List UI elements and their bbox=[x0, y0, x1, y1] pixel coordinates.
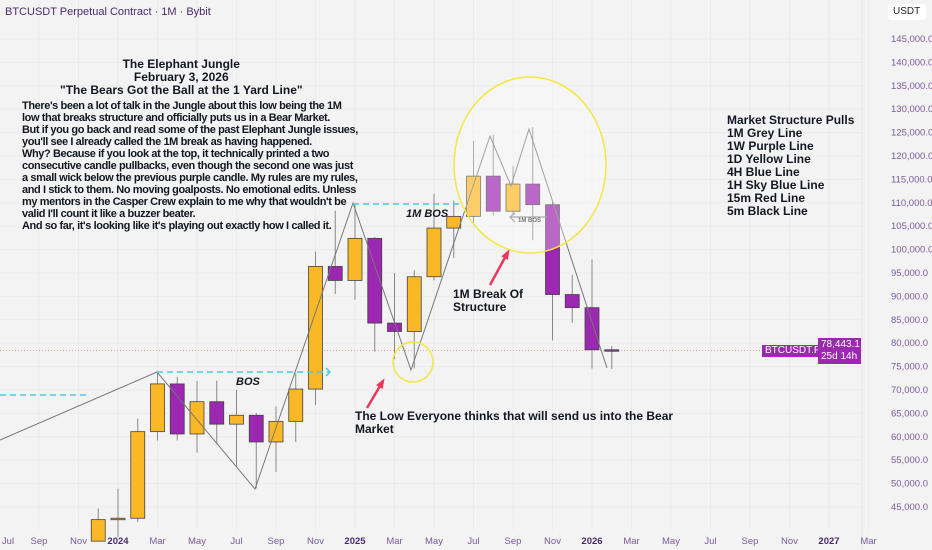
time-tick-label: May bbox=[425, 536, 443, 547]
candle-body bbox=[446, 215, 462, 229]
time-tick-label: Sep bbox=[31, 536, 48, 547]
candle-body bbox=[604, 349, 620, 352]
low-highlight-circle bbox=[392, 341, 434, 383]
candle-body bbox=[584, 307, 600, 351]
time-tick-label: Mar bbox=[623, 536, 639, 547]
price-tick-label: 110,000.0 bbox=[891, 198, 932, 209]
candle-body bbox=[367, 237, 383, 324]
bos-1m-label: 1M BOS bbox=[406, 208, 449, 220]
candle-body bbox=[466, 175, 481, 217]
time-tick-label: Mar bbox=[860, 536, 876, 547]
candle-body bbox=[90, 519, 106, 542]
price-tick-label: 55,000.0 bbox=[891, 455, 928, 466]
candle-body bbox=[248, 414, 264, 443]
time-tick-label: Nov bbox=[307, 536, 324, 547]
price-tick-label: 70,000.0 bbox=[891, 385, 928, 396]
price-tick-label: 100,000.0 bbox=[891, 245, 932, 256]
chart-title: BTCUSDT Perpetual Contract · 1M · Bybit bbox=[5, 6, 211, 18]
time-tick-label: Jul bbox=[230, 536, 242, 547]
time-tick-label: Nov bbox=[70, 536, 87, 547]
red-arrowhead bbox=[376, 378, 385, 389]
price-tick-label: 115,000.0 bbox=[891, 174, 932, 185]
bos-1m-small-label: 1M BOS bbox=[518, 218, 542, 224]
time-tick-label: Nov bbox=[781, 536, 798, 547]
candle-body bbox=[426, 227, 442, 278]
candle-body bbox=[387, 322, 402, 332]
time-tick-label: May bbox=[662, 536, 680, 547]
candle-body bbox=[564, 294, 580, 309]
price-tick-label: 90,000.0 bbox=[891, 291, 928, 302]
time-tick-label: 2024 bbox=[107, 536, 129, 547]
candle-body bbox=[485, 175, 501, 212]
structure-1m-grey-line bbox=[0, 127, 608, 491]
candle-body bbox=[308, 266, 323, 390]
market-structure-legend: Market Structure Pulls 1M Grey Line 1W P… bbox=[727, 113, 855, 218]
top-highlight-circle bbox=[453, 76, 607, 254]
time-tick-label: 2027 bbox=[818, 536, 839, 547]
candle-body bbox=[288, 388, 304, 422]
candle-body bbox=[209, 401, 225, 425]
symbol-tag: BTCUSDT.P bbox=[762, 345, 824, 357]
time-tick-label: Mar bbox=[386, 536, 402, 547]
price-tick-label: 135,000.0 bbox=[891, 81, 932, 92]
candle-body bbox=[189, 401, 205, 435]
price-tick-label: 60,000.0 bbox=[891, 432, 928, 443]
price-tick-label: 125,000.0 bbox=[891, 128, 932, 139]
price-tick-label: 105,000.0 bbox=[891, 221, 932, 232]
price-tick-label: 50,000.0 bbox=[891, 479, 928, 490]
price-tick-label: 120,000.0 bbox=[891, 151, 932, 162]
price-tick-label: 140,000.0 bbox=[891, 57, 932, 68]
candle-body bbox=[130, 431, 146, 519]
time-tick-label: Sep bbox=[742, 536, 759, 547]
candle-body bbox=[268, 420, 284, 443]
newsletter-heading: The Elephant Jungle February 3, 2026 "The … bbox=[60, 57, 303, 97]
bos-1m-arrowhead bbox=[509, 212, 516, 223]
bos-arrowhead bbox=[325, 367, 332, 377]
bear-low-label: The Low Everyone thinks that will send u… bbox=[355, 409, 674, 436]
time-tick-label: Jul bbox=[467, 536, 479, 547]
time-tick-label: Jul bbox=[704, 536, 716, 547]
candle-body bbox=[406, 276, 422, 332]
bos-label: BOS bbox=[236, 376, 260, 388]
time-tick-label: Sep bbox=[268, 536, 285, 547]
candle-body bbox=[327, 266, 343, 281]
time-tick-label: Sep bbox=[505, 536, 522, 547]
candle-body bbox=[110, 517, 126, 521]
time-tick-label: Jul bbox=[2, 536, 14, 547]
price-tick-label: 145,000.0 bbox=[891, 34, 932, 45]
price-tick-label: 95,000.0 bbox=[891, 268, 928, 279]
red-arrowhead bbox=[501, 249, 510, 260]
price-tick-label: 80,000.0 bbox=[891, 338, 928, 349]
time-tick-label: 2026 bbox=[581, 536, 602, 547]
candle-body bbox=[150, 383, 165, 433]
price-tick-label: 45,000.0 bbox=[891, 502, 928, 513]
candle-body bbox=[505, 183, 521, 212]
current-price-tag: 78,443.1 25d 14h bbox=[818, 338, 861, 364]
price-tick-label: 75,000.0 bbox=[891, 362, 928, 373]
price-tick-label: 85,000.0 bbox=[891, 315, 928, 326]
candle-body bbox=[169, 383, 185, 435]
candle-body bbox=[525, 183, 541, 206]
time-tick-label: Mar bbox=[149, 536, 165, 547]
time-tick-label: Nov bbox=[544, 536, 561, 547]
price-tick-label: 65,000.0 bbox=[891, 408, 928, 419]
break-of-structure-label: 1M Break Of Structure bbox=[453, 287, 524, 314]
newsletter-body: There's been a lot of talk in the Jungle… bbox=[22, 100, 358, 232]
candle-body bbox=[347, 237, 363, 281]
time-tick-label: 2025 bbox=[344, 536, 366, 547]
candle-body bbox=[229, 414, 244, 425]
price-tick-label: 130,000.0 bbox=[891, 104, 932, 115]
time-tick-label: May bbox=[188, 536, 206, 547]
currency-selector[interactable]: USDT bbox=[888, 4, 926, 20]
